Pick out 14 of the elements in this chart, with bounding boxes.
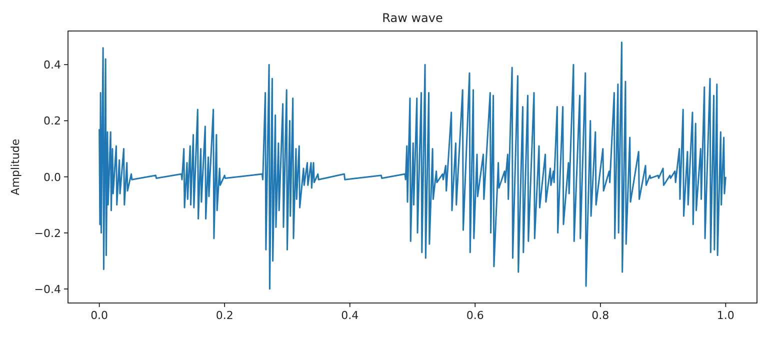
x-tick-label: 0.0 <box>90 309 108 322</box>
y-tick-label: 0.4 <box>44 58 61 72</box>
x-tick-label: 0.4 <box>341 309 359 322</box>
x-tick-label: 0.8 <box>592 309 610 322</box>
chart-title: Raw wave <box>382 11 443 25</box>
x-tick-label: 0.2 <box>216 309 234 322</box>
y-tick-label: −0.2 <box>34 226 61 240</box>
y-tick-label: 0.2 <box>44 114 61 128</box>
line-series <box>98 41 726 290</box>
y-tick-label: −0.4 <box>34 282 61 296</box>
x-tick-label: 1.0 <box>716 309 734 322</box>
y-tick-label: 0.0 <box>44 170 61 184</box>
y-axis-title: Amplitude <box>9 138 22 196</box>
x-tick-label: 0.6 <box>466 309 484 322</box>
